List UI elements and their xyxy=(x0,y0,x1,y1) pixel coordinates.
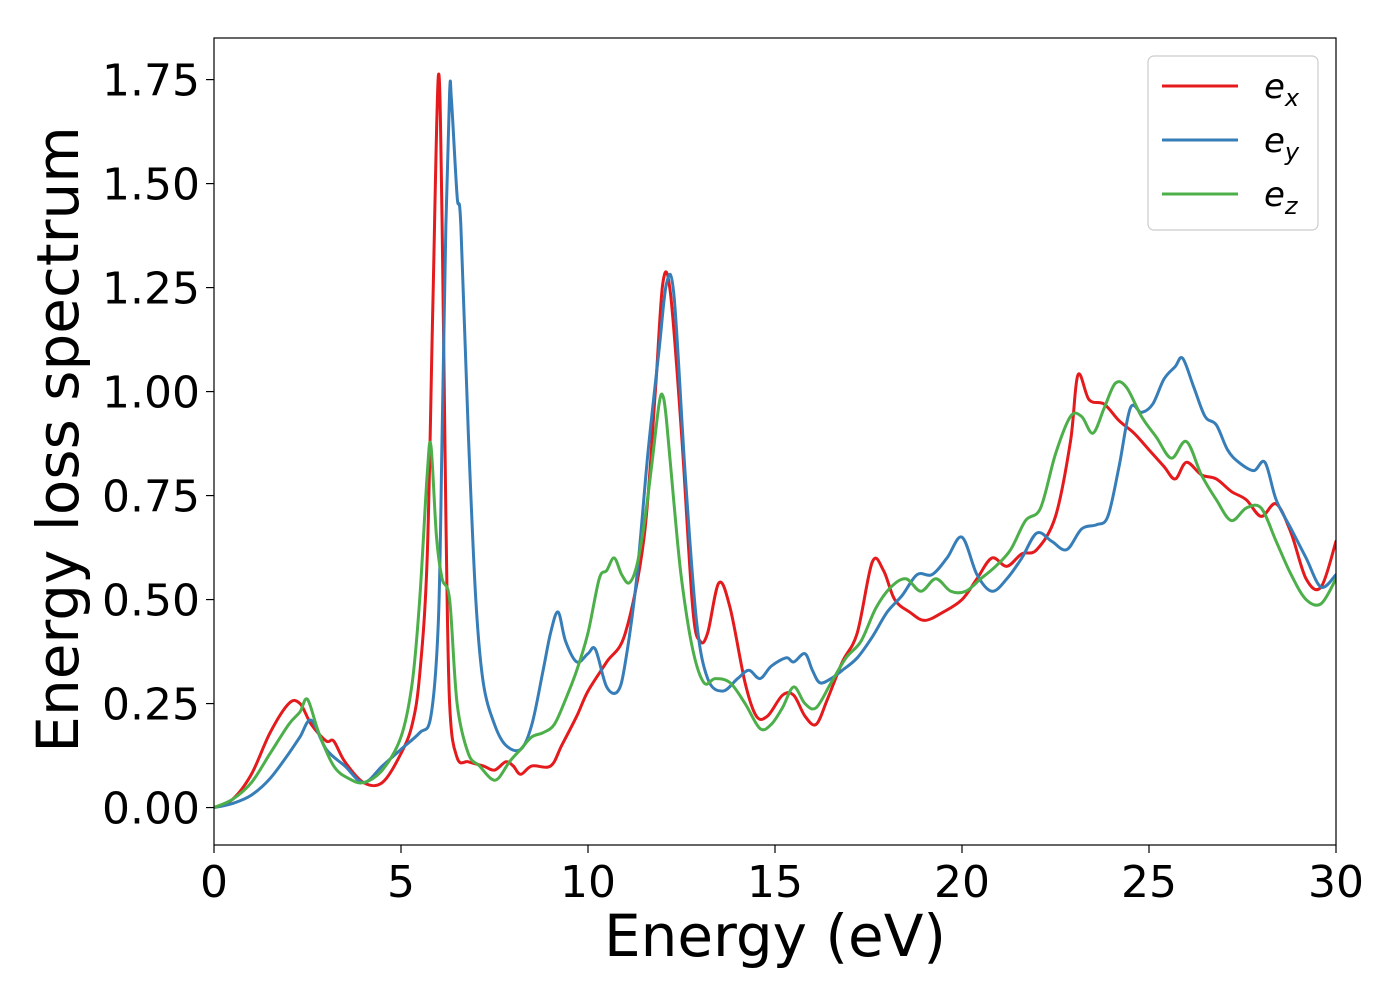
legend-box xyxy=(1147,55,1319,231)
x-tick-label: 30 xyxy=(1308,857,1364,908)
x-tick-label: 15 xyxy=(747,857,803,908)
x-axis-title: Energy (eV) xyxy=(604,902,946,970)
y-tick-label: 0.00 xyxy=(102,784,200,835)
y-tick-label: 1.50 xyxy=(102,160,200,211)
x-tick-label: 25 xyxy=(1121,857,1177,908)
y-tick-label: 1.75 xyxy=(102,56,200,107)
x-axis: 0 5 10 15 20 25 30 xyxy=(200,845,1364,908)
series-lines xyxy=(214,72,1336,810)
y-tick-label: 0.25 xyxy=(102,680,200,731)
y-axis: 0.00 0.25 0.50 0.75 1.00 1.25 1.50 1.75 xyxy=(102,56,214,835)
x-tick-label: 5 xyxy=(387,857,415,908)
series-line-z xyxy=(214,380,1336,810)
x-tick-label: 0 xyxy=(200,857,228,908)
y-axis-title: Energy loss spectrum xyxy=(24,126,92,752)
x-tick-label: 10 xyxy=(560,857,616,908)
series-line-y xyxy=(214,79,1336,810)
x-tick-label: 20 xyxy=(934,857,990,908)
y-tick-label: 1.25 xyxy=(102,264,200,315)
y-tick-label: 0.50 xyxy=(102,576,200,627)
y-tick-label: 1.00 xyxy=(102,368,200,419)
y-tick-label: 0.75 xyxy=(102,472,200,523)
